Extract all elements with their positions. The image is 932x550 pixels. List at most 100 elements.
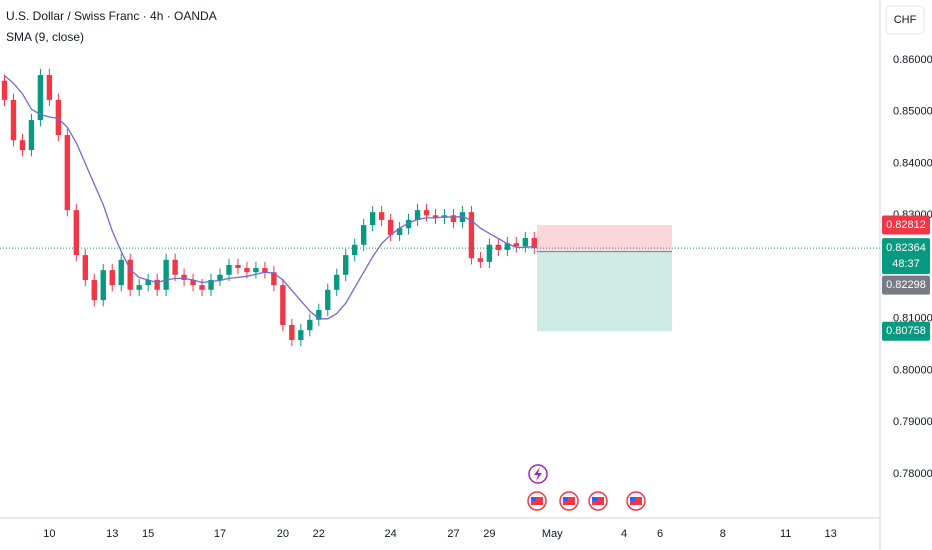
candle-body	[1, 80, 8, 100]
candle-body	[136, 285, 142, 290]
x-tick-label: 8	[720, 528, 726, 540]
candle-body	[172, 259, 178, 275]
x-tick-label: 15	[142, 528, 154, 540]
candle-body	[100, 270, 106, 301]
candle-body	[46, 75, 53, 100]
currency-button[interactable]	[885, 5, 925, 35]
event-icons	[527, 464, 646, 511]
candle-body	[226, 264, 232, 275]
x-tick-label: 24	[384, 528, 396, 540]
plot-area	[0, 68, 880, 347]
x-tick-label: 10	[43, 528, 55, 540]
candle-body	[280, 285, 286, 325]
x-tick-label: 11	[780, 528, 791, 540]
candle-body	[244, 268, 250, 273]
price-label-bg	[882, 215, 930, 235]
candle-body	[495, 244, 502, 250]
candle-body	[369, 212, 376, 226]
x-tick-label: 6	[657, 528, 663, 540]
currency-label[interactable]: CHF	[894, 14, 917, 26]
candle-body	[522, 238, 528, 247]
candle-body	[405, 219, 412, 229]
candle-body	[235, 264, 241, 269]
event-flag[interactable]	[588, 491, 608, 511]
candle-body	[316, 309, 322, 320]
candle-body	[10, 99, 17, 141]
x-tick-label: 4	[621, 528, 627, 540]
price-label-bg	[882, 321, 930, 341]
candle-body	[423, 210, 430, 216]
candle-body	[262, 268, 268, 273]
candle-body	[91, 279, 97, 301]
candle-body	[109, 270, 115, 286]
stop-zone	[537, 225, 672, 252]
candle-body	[271, 272, 277, 286]
candle-body	[343, 255, 349, 275]
candle-body	[55, 99, 62, 136]
candle-body	[307, 319, 313, 331]
candle-body	[154, 279, 160, 290]
x-tick-label: 20	[277, 528, 289, 540]
y-tick-label: 0.84000	[893, 157, 932, 169]
x-tick-label: 29	[483, 528, 495, 540]
candle-body	[289, 324, 295, 340]
price-label: 0.82298	[886, 279, 926, 291]
candle-body	[64, 135, 71, 211]
candle-body	[82, 255, 88, 280]
candle-body	[432, 215, 439, 218]
price-label-bg	[882, 238, 930, 275]
candle-body	[298, 330, 304, 340]
y-tick-label: 0.86000	[893, 54, 932, 66]
chart-title: U.S. Dollar / Swiss Franc · 4h · OANDA	[6, 9, 217, 23]
x-tick-label: 13	[106, 528, 118, 540]
event-flag[interactable]	[527, 491, 547, 511]
candle-body	[468, 212, 475, 259]
x-tick-label: 22	[313, 528, 325, 540]
candle-body	[513, 243, 520, 247]
x-tick-label: May	[542, 528, 563, 540]
countdown-label: 48:37	[892, 258, 920, 270]
candle-body	[127, 259, 133, 290]
candle-body	[208, 279, 214, 290]
candle-body	[378, 212, 385, 220]
candle-body	[145, 279, 151, 286]
x-tick-label: 27	[447, 528, 459, 540]
target-zone	[537, 251, 672, 332]
y-tick-label: 0.79000	[893, 416, 932, 428]
candle-body	[118, 259, 124, 286]
candle-body	[190, 279, 196, 286]
candle-body	[253, 268, 259, 273]
candle-body	[217, 274, 223, 280]
event-flag[interactable]	[626, 491, 646, 511]
candle-body	[414, 210, 421, 220]
candle-body	[37, 75, 44, 121]
y-tick-label: 0.81000	[893, 313, 932, 325]
candle-body	[199, 285, 205, 290]
event-bolt	[534, 467, 542, 481]
candle-body	[325, 289, 331, 310]
event-flag[interactable]	[559, 491, 579, 511]
y-tick-label: 0.85000	[893, 106, 932, 118]
x-tick-label: 13	[824, 528, 836, 540]
candle-body	[360, 225, 367, 245]
candle-body	[459, 212, 466, 222]
candle-body	[396, 228, 403, 235]
candle-body	[531, 238, 537, 249]
x-tick-label: 17	[214, 528, 226, 540]
candle-body	[334, 274, 340, 290]
y-tick-label: 0.80000	[893, 364, 932, 376]
candle-body	[28, 120, 35, 151]
price-label: 0.82364	[886, 242, 926, 254]
candle-body	[450, 215, 457, 222]
candle-body	[352, 244, 358, 256]
candle-body	[73, 210, 80, 256]
candle-body	[486, 244, 493, 262]
candle-body	[387, 219, 394, 235]
y-tick-label: 0.78000	[893, 468, 932, 480]
candle-body	[504, 243, 511, 250]
candle-body	[163, 259, 169, 290]
sma-line	[4, 75, 535, 320]
indicator-label: SMA (9, close)	[6, 30, 84, 44]
